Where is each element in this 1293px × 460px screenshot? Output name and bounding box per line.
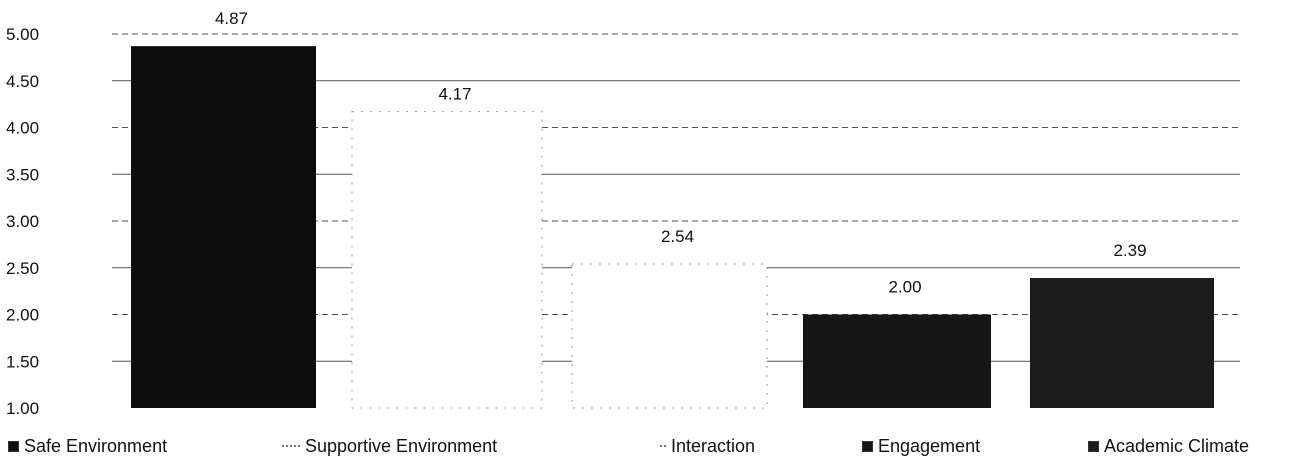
- data-label: 2.00: [888, 278, 921, 297]
- legend-marker-icon: [282, 441, 300, 447]
- y-tick-label: 2.00: [6, 306, 39, 325]
- legend-label: Academic Climate: [1104, 436, 1250, 456]
- y-tick-label: 3.50: [6, 165, 39, 184]
- legend-item: Engagement: [862, 436, 980, 457]
- y-tick-label: 2.50: [6, 259, 39, 278]
- data-label: 2.54: [661, 227, 694, 246]
- data-label: 2.39: [1113, 241, 1146, 260]
- legend-item: Interaction: [660, 436, 755, 457]
- y-tick-label: 1.00: [6, 399, 39, 418]
- bars: [131, 46, 1214, 409]
- legend-marker-icon: [660, 441, 666, 447]
- legend-label: Supportive Environment: [305, 436, 498, 456]
- data-label: 4.17: [438, 85, 471, 104]
- bar-chart: 1.00 1.50 2.00 2.50 3.00 3.50 4.00 4.50 5.00 4.8…: [6, 9, 1240, 418]
- legend-marker-icon: [862, 441, 873, 452]
- legend-item: Supportive Environment: [282, 436, 497, 457]
- y-tick-label: 3.00: [6, 212, 39, 231]
- legend-label: Engagement: [878, 436, 981, 456]
- y-tick-label: 4.50: [6, 72, 39, 91]
- bar-engagement: [803, 314, 991, 408]
- bar-supportive-environment: [351, 111, 543, 409]
- y-tick-label: 4.00: [6, 119, 39, 138]
- y-axis: 1.00 1.50 2.00 2.50 3.00 3.50 4.00 4.50 5.00: [6, 25, 39, 418]
- legend-item: Academic Climate: [1088, 436, 1249, 457]
- data-labels: 4.87 4.17 2.54 2.00 2.39: [215, 9, 1147, 296]
- legend-label: Safe Environment: [24, 436, 168, 456]
- data-label: 4.87: [215, 9, 248, 28]
- bar-academic-climate: [1030, 278, 1214, 408]
- legend-marker-icon: [8, 441, 19, 452]
- y-tick-label: 1.50: [6, 352, 39, 371]
- legend-marker-icon: [1088, 441, 1099, 452]
- chart-legend: Safe Environment Supportive Environment In…: [0, 434, 1293, 460]
- bar-safe-environment: [131, 46, 316, 408]
- bar-interaction: [571, 263, 768, 409]
- y-tick-label: 5.00: [6, 25, 39, 44]
- legend-item: Safe Environment: [8, 436, 167, 457]
- legend-label: Interaction: [671, 436, 756, 456]
